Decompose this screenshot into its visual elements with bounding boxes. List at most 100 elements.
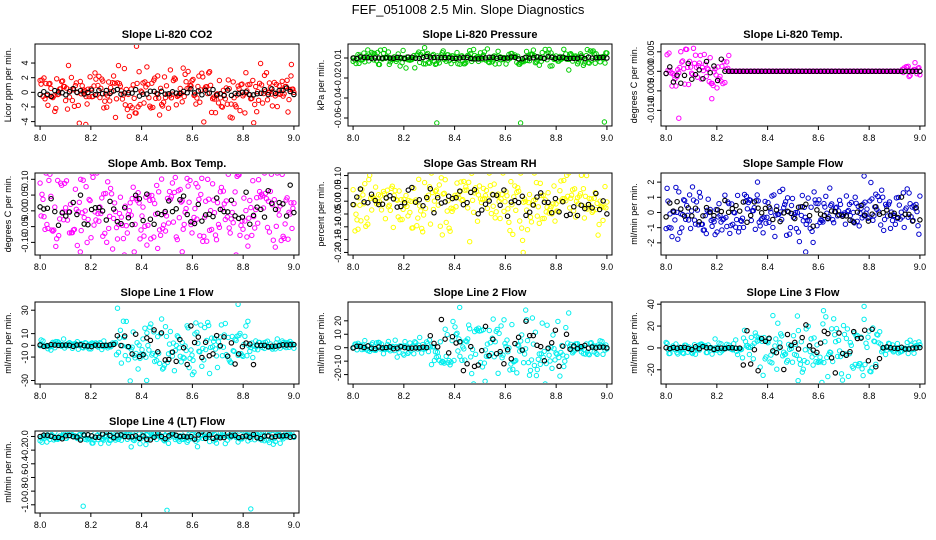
data-point-alt	[405, 54, 412, 60]
data-point	[443, 219, 449, 226]
data-point	[787, 224, 794, 231]
data-point-alt	[188, 433, 194, 440]
data-point	[539, 215, 545, 222]
x-tick-label: 8.2	[85, 133, 98, 143]
points	[37, 432, 297, 512]
data-point	[712, 336, 718, 342]
data-point-alt	[560, 343, 566, 349]
data-point	[171, 368, 178, 374]
data-point	[515, 53, 521, 59]
data-point	[789, 359, 796, 365]
x-tick-label: 8.4	[761, 262, 774, 272]
data-point-alt	[729, 345, 736, 351]
data-point-alt	[398, 55, 404, 61]
data-point	[109, 246, 116, 252]
data-point	[399, 216, 405, 223]
data-point-alt	[504, 213, 511, 219]
data-point	[510, 231, 516, 238]
y-tick-label: -30	[20, 374, 30, 387]
data-point	[521, 351, 528, 357]
data-point	[868, 179, 874, 186]
data-point-alt	[405, 345, 412, 351]
data-point-alt	[850, 328, 857, 335]
panel-title: Slope Li-820 Temp.	[743, 29, 842, 41]
data-point	[93, 217, 99, 223]
data-point-alt	[166, 198, 172, 204]
data-point-alt	[173, 206, 179, 212]
data-point	[286, 96, 292, 103]
data-point	[814, 223, 820, 229]
data-point-alt	[552, 55, 559, 62]
data-point-alt	[806, 212, 813, 219]
data-point	[440, 359, 446, 365]
data-point	[155, 333, 161, 340]
data-point-alt	[412, 345, 419, 351]
data-point-alt	[254, 435, 260, 441]
data-point	[266, 80, 273, 86]
data-point	[491, 181, 497, 187]
data-point-alt	[766, 68, 772, 75]
data-point	[160, 99, 167, 105]
x-tick-label: 8.0	[347, 391, 360, 401]
data-point	[424, 50, 431, 57]
points	[663, 174, 923, 254]
data-point-alt	[744, 68, 750, 75]
data-point	[136, 342, 142, 348]
data-point	[687, 64, 694, 70]
data-point-alt	[394, 54, 400, 61]
data-point	[844, 326, 851, 332]
data-point	[907, 337, 913, 343]
data-point	[436, 60, 442, 66]
data-point-alt	[817, 340, 824, 346]
data-point	[150, 104, 156, 111]
data-point-alt	[434, 344, 441, 350]
data-point	[493, 209, 499, 215]
data-point-alt	[438, 316, 445, 323]
data-point	[84, 239, 90, 246]
panel-title: Slope Line 4 (LT) Flow	[109, 416, 225, 428]
data-point	[451, 357, 457, 364]
data-point	[860, 372, 866, 379]
data-point	[486, 59, 492, 66]
data-point-alt	[788, 68, 794, 75]
data-point-alt	[195, 201, 202, 208]
data-point	[711, 219, 717, 225]
data-point	[211, 96, 218, 102]
y-tick-label: 0.05	[20, 186, 30, 204]
data-point	[481, 360, 488, 366]
data-point	[519, 225, 525, 231]
data-point-alt	[530, 332, 537, 339]
data-point	[104, 239, 110, 246]
data-point	[526, 372, 533, 378]
plot-frame	[660, 301, 926, 385]
data-point-alt	[725, 344, 732, 351]
y-tick-label: 10	[20, 329, 30, 339]
data-point-alt	[537, 54, 544, 61]
data-point	[842, 221, 849, 227]
data-point	[252, 101, 258, 108]
data-point	[535, 204, 541, 210]
data-point-alt	[792, 339, 798, 346]
data-point	[240, 226, 246, 232]
data-point	[121, 65, 128, 72]
data-point	[142, 223, 148, 230]
data-point-alt	[379, 55, 386, 61]
x-tick-label: 9.0	[288, 520, 301, 530]
data-point	[541, 215, 547, 222]
data-point	[380, 351, 387, 357]
data-point-alt	[224, 353, 231, 359]
data-point	[486, 174, 492, 176]
data-point	[181, 93, 187, 100]
data-point-alt	[140, 217, 146, 224]
x-tick-label: 8.6	[499, 262, 512, 272]
data-point	[141, 100, 147, 106]
y-tick-label: 20	[333, 316, 343, 326]
data-point	[525, 359, 532, 366]
data-point	[52, 108, 58, 115]
data-point-alt	[758, 68, 765, 75]
data-point	[484, 341, 491, 347]
data-point	[863, 340, 869, 346]
data-point-alt	[762, 68, 769, 75]
data-point-alt	[751, 199, 758, 205]
data-point	[120, 235, 127, 242]
